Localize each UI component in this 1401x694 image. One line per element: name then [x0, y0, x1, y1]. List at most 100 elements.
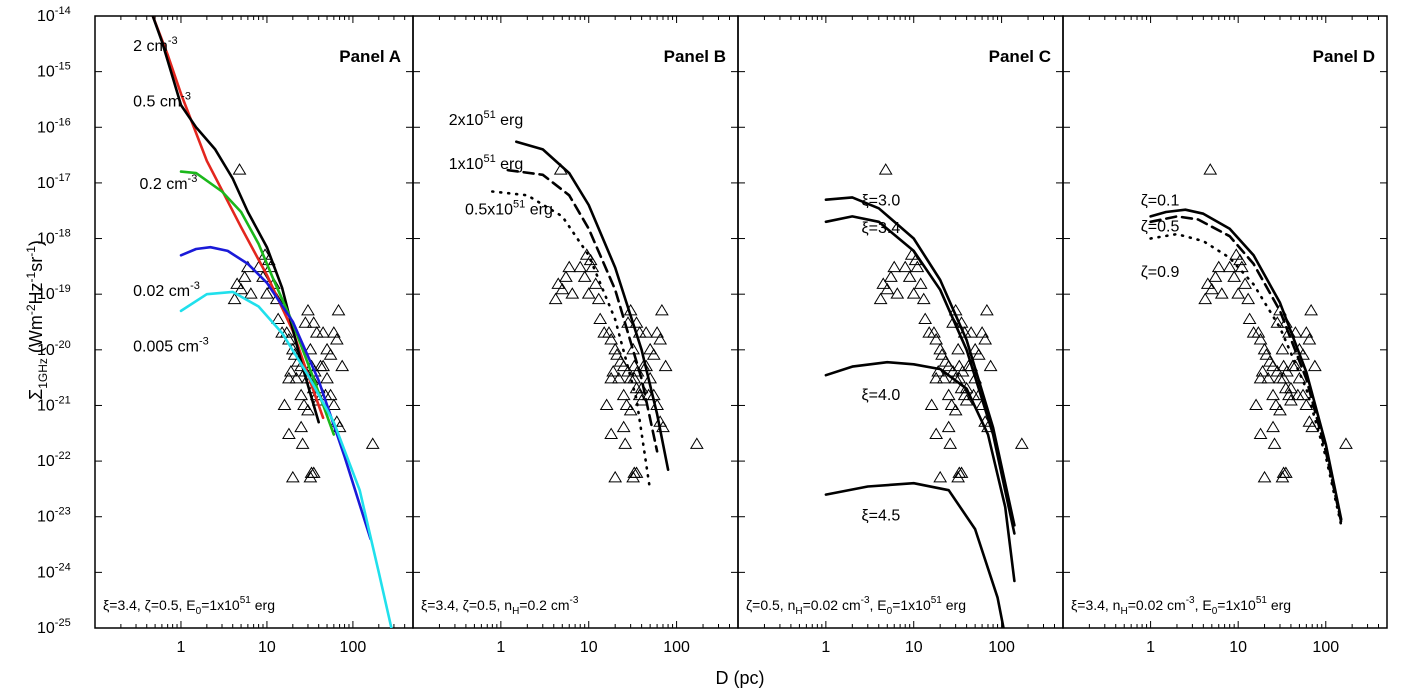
- series-line: [491, 190, 652, 492]
- x-axis-title: D (pc): [716, 668, 765, 688]
- observed-point: [873, 292, 888, 305]
- observed-point: [884, 270, 898, 282]
- observed-point: [581, 287, 596, 299]
- observed-point: [282, 371, 296, 384]
- series-line: [824, 215, 1016, 535]
- series-line: [824, 481, 1005, 628]
- y-tick-label: 10-16: [37, 116, 71, 136]
- series-line: [179, 170, 336, 436]
- observed-point: [902, 270, 917, 282]
- plot-frame: [1062, 15, 1388, 629]
- observed-point: [1266, 388, 1280, 401]
- observed-point: [608, 342, 623, 355]
- observed-point: [277, 398, 292, 410]
- series-line: [151, 16, 325, 420]
- x-tick-label: 100: [1312, 639, 1339, 656]
- observed-point: [880, 282, 895, 295]
- observed-point: [629, 466, 644, 478]
- observed-point: [951, 342, 965, 355]
- observed-point: [913, 277, 928, 289]
- observed-point: [941, 359, 956, 372]
- observed-point: [304, 466, 319, 478]
- panel-title: Panel B: [664, 47, 726, 66]
- observed-point: [289, 371, 304, 384]
- observed-point: [929, 333, 944, 345]
- observed-point: [604, 371, 619, 384]
- observed-point: [1299, 326, 1314, 338]
- series-line: [179, 290, 393, 628]
- observed-point: [943, 437, 958, 449]
- observed-point: [1242, 312, 1257, 325]
- observed-point: [1211, 260, 1226, 273]
- panel-title: Panel A: [339, 47, 401, 66]
- observed-point: [1261, 371, 1276, 384]
- observed-point: [887, 260, 902, 273]
- observed-point: [323, 348, 338, 360]
- observed-point: [551, 277, 566, 289]
- observed-point: [618, 437, 633, 449]
- observed-point: [294, 388, 309, 401]
- observed-point: [232, 163, 247, 175]
- observed-point: [604, 333, 619, 345]
- observed-point: [968, 342, 983, 355]
- observed-point: [230, 277, 245, 289]
- series-label: 0.005 cm-3: [133, 335, 209, 355]
- observed-point: [306, 466, 321, 478]
- observed-point: [1227, 270, 1242, 282]
- observed-point: [1014, 437, 1029, 449]
- x-tick-label: 10: [1229, 639, 1247, 656]
- y-tick-label: 10-15: [37, 61, 71, 81]
- observed-point: [1304, 303, 1318, 316]
- observed-point: [1257, 470, 1272, 483]
- observed-point: [643, 342, 658, 355]
- observed-point: [320, 371, 334, 384]
- observed-point: [1200, 277, 1215, 289]
- observed-point: [295, 437, 310, 449]
- series-label: ζ=0.1: [1141, 193, 1180, 210]
- observed-point: [954, 466, 969, 478]
- series-line: [179, 245, 372, 541]
- observed-point: [616, 420, 631, 433]
- series-label: 2x1051 erg: [449, 109, 524, 129]
- series-line: [515, 140, 670, 471]
- observed-point: [573, 260, 588, 273]
- observed-point: [287, 348, 302, 360]
- observed-point: [298, 316, 313, 328]
- observed-point: [577, 270, 592, 282]
- observed-point: [938, 355, 953, 367]
- series-line: [824, 196, 1016, 527]
- observed-point: [548, 292, 563, 305]
- observed-point: [1276, 371, 1291, 384]
- observed-point: [1282, 388, 1296, 401]
- series-line: [151, 16, 320, 424]
- observed-point: [285, 470, 300, 483]
- observed-point: [935, 348, 949, 360]
- observed-point: [599, 398, 614, 410]
- observed-point: [627, 371, 642, 384]
- observed-point: [365, 437, 380, 449]
- observed-point: [306, 316, 321, 328]
- observed-point: [1238, 277, 1253, 289]
- observed-point: [1290, 388, 1305, 401]
- observed-point: [979, 303, 994, 316]
- observed-point: [611, 371, 626, 384]
- observed-point: [313, 359, 328, 372]
- observed-points: [873, 163, 1029, 483]
- observed-point: [335, 359, 350, 372]
- series-line: [824, 360, 1016, 583]
- observed-point: [910, 260, 925, 273]
- observed-point: [654, 303, 669, 316]
- observed-point: [303, 342, 318, 355]
- series-label: 0.02 cm-3: [133, 280, 200, 300]
- observed-point: [329, 333, 344, 345]
- observed-point: [1241, 292, 1256, 305]
- panel-title: Panel D: [1313, 47, 1375, 66]
- observed-point: [971, 348, 986, 360]
- observed-point: [303, 470, 318, 483]
- observed-point: [689, 437, 704, 449]
- observed-point: [1307, 359, 1322, 372]
- observed-point: [271, 312, 286, 325]
- x-tick-label: 10: [258, 639, 276, 656]
- model-curves: [1149, 208, 1343, 527]
- observed-point: [297, 398, 311, 410]
